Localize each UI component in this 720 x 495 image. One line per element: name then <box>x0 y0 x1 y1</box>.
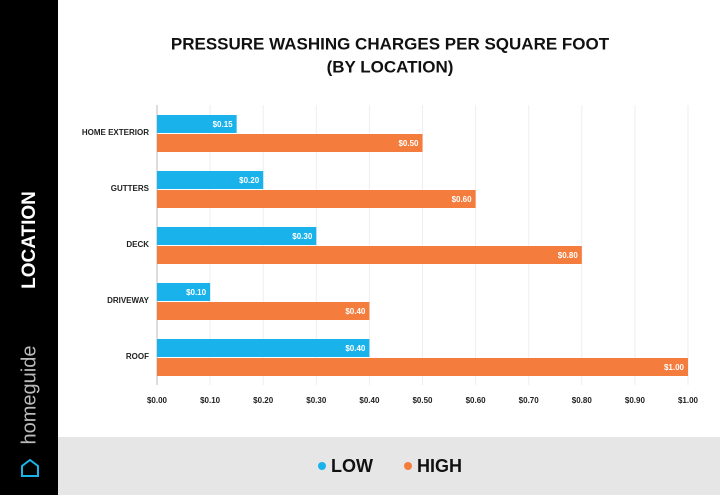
bar <box>157 302 370 320</box>
chart-title: PRESSURE WASHING CHARGES PER SQUARE FOOT <box>171 34 610 53</box>
y-tick-label: DRIVEWAY <box>107 296 150 305</box>
bar <box>157 190 476 208</box>
value-label: $0.40 <box>345 344 366 353</box>
value-label: $0.15 <box>213 120 234 129</box>
legend-label: LOW <box>331 456 373 476</box>
x-tick-label: $0.20 <box>253 396 274 405</box>
bar <box>157 339 370 357</box>
sidebar <box>0 0 58 495</box>
x-tick-label: $0.90 <box>625 396 646 405</box>
value-label: $0.40 <box>345 307 366 316</box>
value-label: $0.80 <box>558 251 579 260</box>
bar <box>157 246 582 264</box>
y-tick-label: DECK <box>126 240 149 249</box>
brand: homeguide <box>18 346 40 445</box>
value-label: $0.60 <box>452 195 473 204</box>
bar <box>157 283 211 301</box>
x-tick-label: $0.50 <box>412 396 433 405</box>
brand-icon <box>21 458 39 477</box>
chart-subtitle: (BY LOCATION) <box>327 57 454 76</box>
legend-label: HIGH <box>417 456 462 476</box>
x-tick-label: $0.70 <box>519 396 540 405</box>
value-label: $0.30 <box>292 232 313 241</box>
bar <box>157 358 688 376</box>
value-label: $0.10 <box>186 288 207 297</box>
legend-marker <box>318 462 326 470</box>
x-tick-label: $0.00 <box>147 396 168 405</box>
legend-marker <box>404 462 412 470</box>
bar <box>157 227 317 245</box>
x-tick-label: $0.40 <box>359 396 380 405</box>
value-label: $0.20 <box>239 176 260 185</box>
x-tick-label: $0.60 <box>466 396 487 405</box>
bar <box>157 171 264 189</box>
x-tick-label: $0.10 <box>200 396 221 405</box>
y-tick-label: ROOF <box>126 352 149 361</box>
bar <box>157 115 237 133</box>
value-label: $1.00 <box>664 363 685 372</box>
value-label: $0.50 <box>398 139 419 148</box>
bar <box>157 134 423 152</box>
legend-band <box>58 437 720 495</box>
x-tick-label: $0.80 <box>572 396 593 405</box>
x-tick-label: $1.00 <box>678 396 699 405</box>
y-tick-label: HOME EXTERIOR <box>82 128 149 137</box>
y-tick-label: GUTTERS <box>111 184 150 193</box>
x-tick-label: $0.30 <box>306 396 327 405</box>
y-axis-label: LOCATION <box>19 191 40 289</box>
